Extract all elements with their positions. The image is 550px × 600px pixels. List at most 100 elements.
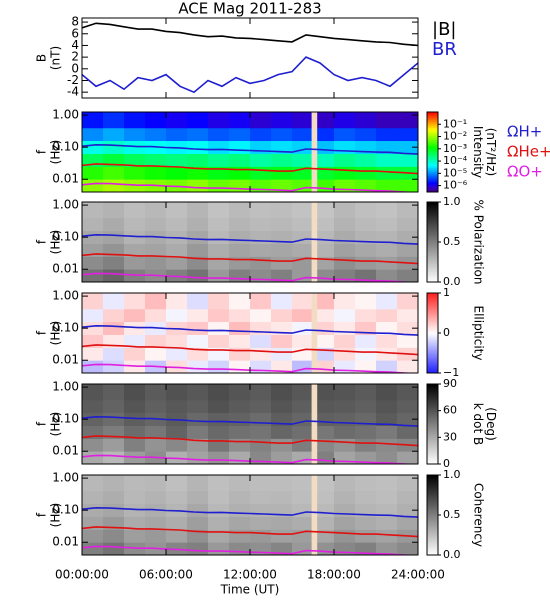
series-line: [82, 56, 418, 94]
y-tick-label: 0.01: [52, 444, 79, 458]
heatmap-cell: [292, 399, 314, 414]
colorbar-step: [427, 339, 438, 342]
series-line: [82, 415, 418, 427]
heatmap-cell: [271, 153, 293, 167]
y-tick-label: 1.00: [52, 108, 79, 122]
heatmap-cell: [145, 166, 167, 180]
heatmap-cell: [103, 230, 125, 245]
heatmap-cell: [334, 217, 356, 232]
heatmap-cell: [355, 179, 377, 192]
colorbar-step: [427, 438, 438, 441]
colorbar-step: [427, 400, 438, 403]
colorbar-step: [427, 341, 438, 344]
colorbar-step: [427, 162, 438, 165]
heatmap-cell: [145, 112, 167, 129]
heatmap-cell: [124, 412, 146, 427]
heatmap-cell: [313, 308, 335, 323]
heatmap-cell: [250, 334, 272, 348]
y-tick-label: 0.10: [52, 503, 79, 517]
colorbar-frame: [426, 383, 439, 465]
heatmap-cell: [187, 321, 209, 336]
heatmap-cell: [355, 425, 377, 439]
x-tick-label: 24:00:00: [391, 568, 445, 582]
heatmap-cell: [124, 256, 146, 270]
colorbar-tick-label: 0.0: [443, 275, 461, 288]
heatmap-cell: [271, 140, 293, 155]
legend-entry: |B|: [432, 19, 456, 40]
colorbar-step: [427, 440, 438, 443]
heatmap-cell: [124, 425, 146, 439]
heatmap-cell: [334, 153, 356, 167]
heatmap-cell: [292, 516, 314, 530]
colorbar-step: [427, 420, 438, 423]
plot-area: [82, 22, 418, 94]
colorbar-step: [427, 462, 438, 465]
heatmap-cell: [208, 202, 230, 219]
heatmap-cell: [145, 347, 167, 361]
heatmap-cell: [208, 360, 230, 373]
heatmap-cell: [103, 179, 125, 192]
heatmap-cell: [145, 384, 167, 401]
heatmap-cell: [124, 112, 146, 129]
heatmap-cell: [334, 438, 356, 452]
heatmap-cell: [250, 153, 272, 167]
heatmap-cell: [271, 399, 293, 414]
heatmap-cell: [397, 308, 418, 323]
y-tick-label: 0.10: [52, 321, 79, 335]
colorbar-step: [427, 444, 438, 447]
heatmap-cell: [292, 490, 314, 505]
heatmap-cell: [208, 153, 230, 167]
heatmap-cell: [334, 202, 356, 219]
colorbar-step: [427, 114, 438, 117]
heatmap-cell: [208, 412, 230, 427]
heatmap-cell: [166, 217, 188, 232]
colorbar-step: [427, 202, 438, 205]
colorbar-step: [427, 477, 438, 480]
colorbar-step: [427, 313, 438, 316]
heatmap-cell: [166, 153, 188, 167]
heatmap-cell: [313, 217, 335, 232]
colorbar-tick-label: −1: [443, 366, 459, 379]
heatmap-cell: [82, 475, 104, 492]
colorbar-step: [427, 212, 438, 215]
colorbar-step: [427, 404, 438, 407]
heatmap-cell: [376, 243, 398, 257]
heatmap-cell: [208, 399, 230, 414]
heatmap-cell: [145, 217, 167, 232]
heatmap-cell: [355, 230, 377, 245]
heatmap-cell: [229, 243, 251, 257]
colorbar-tick-label: 10⁻¹: [443, 117, 467, 130]
heatmap-cell: [166, 334, 188, 348]
heatmap-cell: [271, 127, 293, 142]
colorbar-step: [427, 317, 438, 320]
heatmap-cell: [166, 529, 188, 543]
y-tick-label: 1.00: [52, 471, 79, 485]
heatmap-cell: [271, 179, 293, 192]
heatmap-cell: [103, 202, 125, 219]
heatmap-cell: [355, 542, 377, 555]
heatmap-cell: [82, 384, 104, 401]
y-tick-label: 6: [71, 26, 79, 40]
colorbar-step: [427, 130, 438, 133]
series-line: [82, 22, 418, 47]
heatmap-cell: [82, 451, 104, 464]
heatmap-cell: [208, 321, 230, 336]
series-line: [82, 344, 418, 356]
colorbar-step: [427, 180, 438, 183]
heatmap-cell: [376, 217, 398, 232]
heatmap-cell: [229, 127, 251, 142]
heatmap-cell: [145, 438, 167, 452]
colorbar-step: [427, 228, 438, 231]
heatmap-cell: [166, 269, 188, 282]
colorbar-step: [427, 266, 438, 269]
heatmap-cell: [187, 529, 209, 543]
colorbar-tick-label: 10⁻²: [443, 130, 467, 143]
heatmap-cell: [208, 451, 230, 464]
heatmap-cell: [397, 202, 418, 219]
colorbar-step: [427, 309, 438, 312]
colorbar-step: [427, 208, 438, 211]
heatmap-cell: [376, 360, 398, 373]
heatmap-cell: [187, 490, 209, 505]
colorbar-step: [427, 248, 438, 251]
heatmap-cell: [187, 127, 209, 142]
